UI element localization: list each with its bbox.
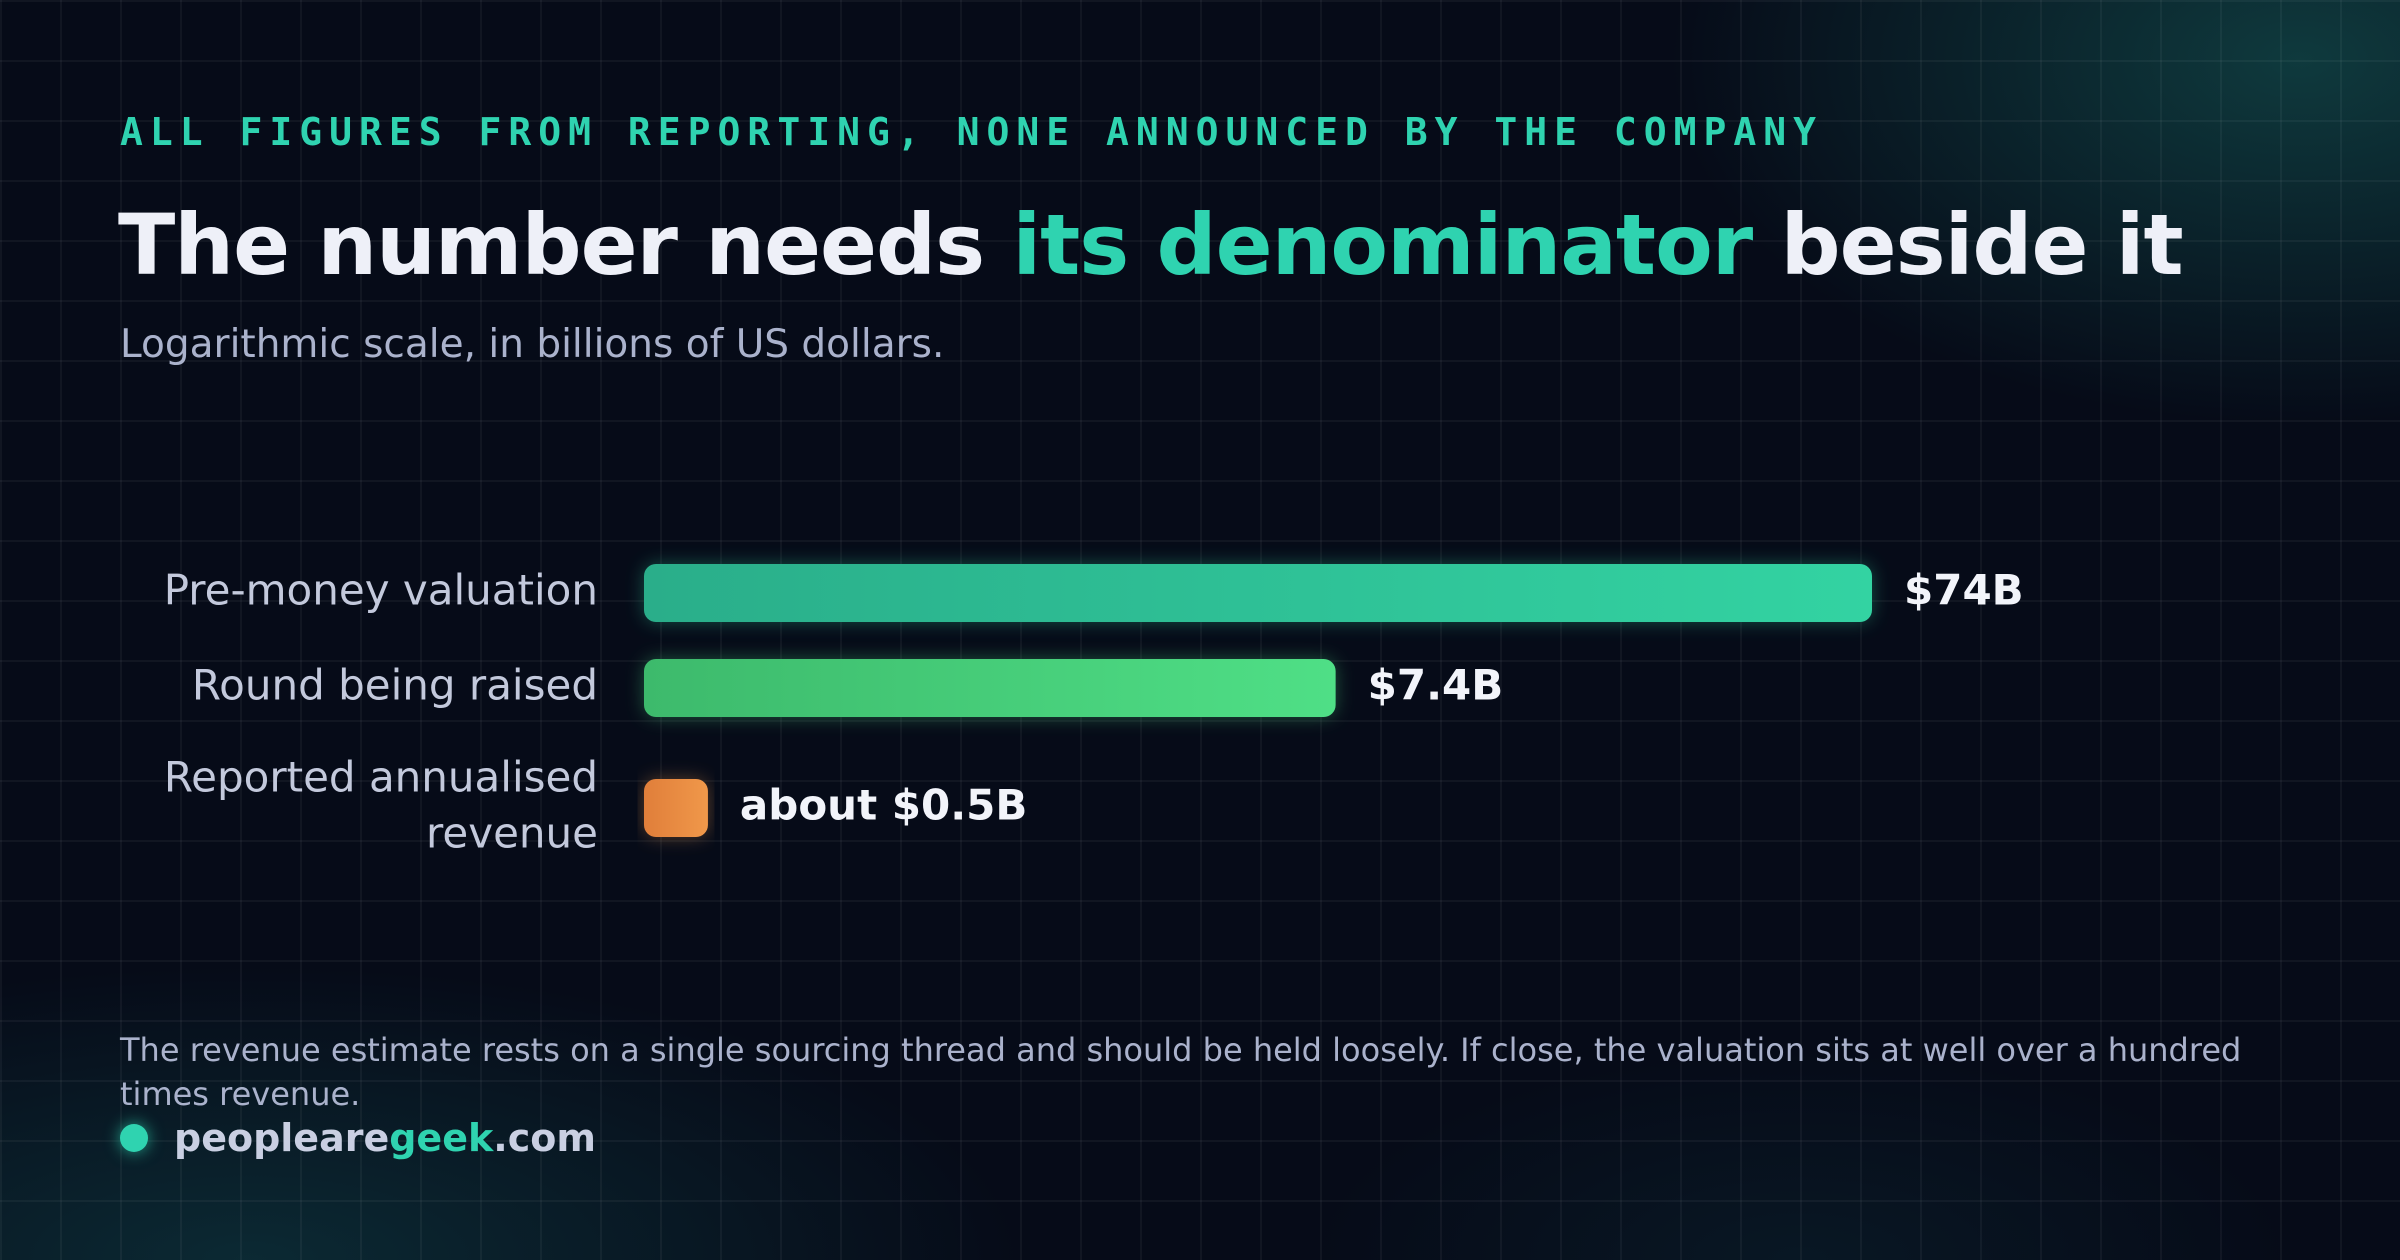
brand-accent: geek	[389, 1116, 494, 1160]
value-label: $7.4B	[1368, 661, 1504, 710]
category-label: Reported annualised revenue	[164, 753, 598, 858]
value-label: about $0.5B	[740, 781, 1028, 830]
bar	[644, 779, 708, 837]
bar	[644, 659, 1336, 717]
category-label: Round being raised	[192, 661, 598, 710]
brand-dot-icon	[120, 1124, 148, 1152]
title-end: beside it	[1752, 196, 2183, 294]
bar-chart: Pre-money valuation $74B Round being raise…	[164, 564, 2024, 858]
value-label: $74B	[1904, 566, 2024, 615]
footnote: The revenue estimate rests on a single s…	[120, 1031, 2242, 1113]
brand: peoplearegeek.com	[120, 1116, 596, 1160]
chart-title: The number needs its denominator beside …	[118, 196, 2184, 294]
brand-start: peopleare	[174, 1116, 390, 1160]
chart-subtitle: Logarithmic scale, in billions of US dol…	[120, 322, 945, 367]
brand-end: .com	[493, 1116, 596, 1160]
title-accent: its denominator	[1012, 196, 1753, 294]
bar	[644, 564, 1872, 622]
kicker-text: ALL FIGURES FROM REPORTING, NONE ANNOUNC…	[120, 110, 1824, 154]
category-label: Pre-money valuation	[164, 566, 598, 615]
brand-link[interactable]: peoplearegeek.com	[174, 1116, 596, 1160]
title-start: The number needs	[118, 196, 1013, 294]
